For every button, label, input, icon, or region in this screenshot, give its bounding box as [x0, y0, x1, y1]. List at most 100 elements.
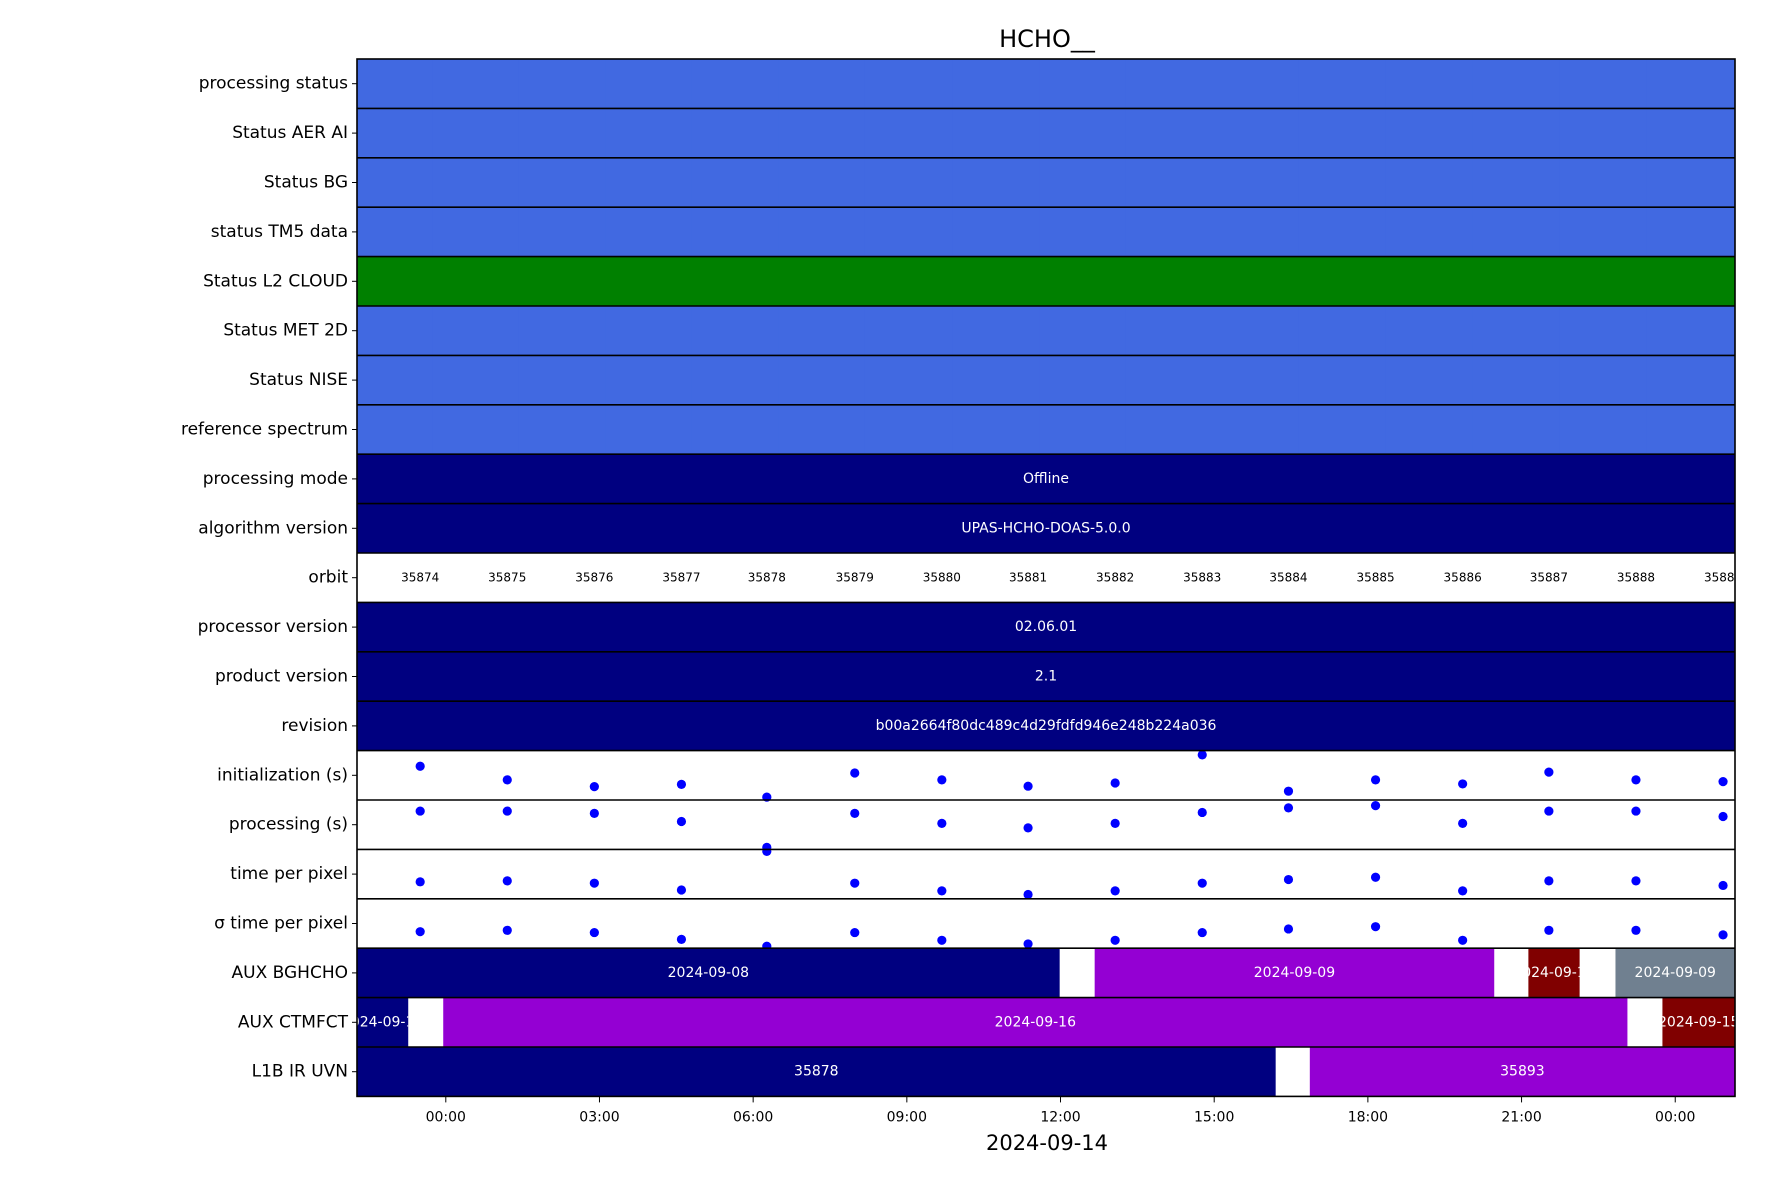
status-block [778, 207, 881, 257]
orbit-number: 35876 [575, 571, 613, 585]
scatter-point [1370, 775, 1381, 785]
bar-segment-label: 2024-09-16 [995, 1014, 1076, 1030]
orbit-number: 35879 [836, 571, 874, 585]
scatter-point [415, 927, 425, 937]
status-block [864, 157, 969, 208]
x-tick-label: 06:00 [733, 1109, 773, 1125]
status-block [952, 355, 1055, 405]
status-block [432, 207, 534, 257]
bar-segment [443, 997, 1628, 1047]
status-block [1125, 404, 1228, 455]
x-axis-label: 2024-09-14 [986, 1131, 1108, 1155]
row-label: processing mode [203, 469, 348, 489]
bar-segment [357, 948, 1060, 998]
row-14 [415, 750, 1728, 802]
orbit-number: 35874 [401, 571, 439, 585]
row-label: σ time per pixel [214, 914, 348, 934]
scatter-point [1631, 925, 1641, 935]
row-20: 35878 35893 [357, 1047, 1735, 1097]
status-block [1472, 108, 1575, 158]
scatter-point [1110, 886, 1120, 896]
status-block [1472, 404, 1575, 455]
status-block [1039, 355, 1141, 405]
status-block [691, 306, 786, 356]
bar-segment-label: 2024-09-09 [1254, 965, 1335, 981]
status-block [1298, 207, 1402, 257]
x-tick-label: 09:00 [887, 1109, 927, 1125]
scatter-point [415, 877, 425, 887]
scatter-point [937, 818, 947, 828]
status-block [1559, 207, 1662, 257]
scatter-point [1283, 803, 1294, 813]
scatter-point [676, 779, 687, 789]
status-block [778, 306, 881, 356]
scatter-point [937, 775, 947, 785]
status-block [1472, 59, 1575, 109]
row-1 [357, 108, 1735, 158]
row-18: 2024-09-08 2024-09-09 2024-09-14 2024-09-09 [357, 948, 1735, 998]
status-block [1298, 306, 1402, 356]
status-block [1039, 108, 1141, 158]
scatter-point [1458, 779, 1468, 789]
scatter-point [1110, 818, 1120, 828]
scatter-point [1023, 939, 1033, 949]
status-block [1559, 404, 1662, 455]
status-block [1125, 108, 1228, 158]
status-block [1039, 207, 1141, 257]
status-block [1472, 355, 1575, 405]
scatter-point [676, 816, 687, 827]
scatter-point [1197, 927, 1207, 938]
bar-segment [357, 454, 1735, 504]
row-2 [357, 157, 1735, 208]
row-label: processing (s) [229, 815, 348, 835]
x-tick-label: 12:00 [1040, 1109, 1080, 1125]
x-tick-label: 00:00 [426, 1109, 466, 1125]
status-block [605, 355, 708, 405]
scatter-point [850, 927, 860, 938]
status-block [518, 404, 621, 455]
status-block [605, 306, 708, 356]
bar-segment-label: 2.1 [1035, 669, 1057, 685]
scatter-point [1197, 878, 1207, 888]
orbit-number: 35888 [1617, 571, 1655, 585]
status-block [518, 157, 621, 208]
status-block [952, 59, 1055, 109]
status-block [1298, 59, 1402, 109]
status-block [691, 355, 786, 405]
scatter-point [1283, 874, 1294, 885]
scatter-point [1458, 886, 1468, 896]
bar-segment-label: 02.06.01 [1015, 619, 1077, 635]
bar-segment [357, 503, 1735, 553]
bar-segment-label: 35893 [1500, 1064, 1545, 1080]
status-block [1212, 59, 1315, 109]
row-label: processing status [199, 74, 348, 94]
status-block [691, 404, 786, 455]
row-label: L1B IR UVN [252, 1062, 348, 1082]
status-block [1212, 404, 1315, 455]
bar-segment-label: 35878 [794, 1064, 839, 1080]
status-block [1212, 108, 1315, 158]
scatter-point [676, 885, 687, 895]
row-label: time per pixel [230, 864, 348, 884]
row-label: orbit [308, 568, 348, 588]
status-block [518, 108, 621, 158]
status-block [1125, 207, 1228, 257]
scatter-point [850, 768, 860, 778]
status-block [691, 59, 786, 109]
status-block [1559, 355, 1662, 405]
status-block [1385, 108, 1488, 158]
scatter-point [1544, 767, 1554, 777]
bar-segment [357, 701, 1735, 751]
status-block [1385, 404, 1488, 455]
bar-segment [1615, 948, 1735, 998]
status-block [605, 157, 708, 208]
status-block [605, 108, 708, 158]
row-label: reference spectrum [181, 420, 348, 440]
row-6 [357, 355, 1735, 405]
x-tick-label: 18:00 [1348, 1109, 1388, 1125]
orbit-number: 35889 [1704, 571, 1742, 585]
status-block [952, 404, 1055, 455]
status-block [1039, 157, 1141, 208]
status-block [1125, 355, 1228, 405]
